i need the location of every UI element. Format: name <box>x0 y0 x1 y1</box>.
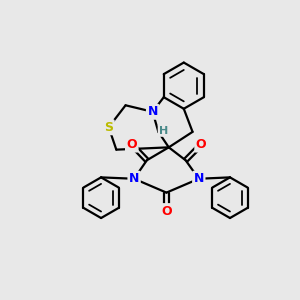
Text: O: O <box>127 138 137 151</box>
Text: H: H <box>159 126 168 136</box>
Text: O: O <box>161 205 172 218</box>
Text: N: N <box>129 172 139 185</box>
Text: S: S <box>104 121 113 134</box>
Text: N: N <box>147 105 158 118</box>
Text: N: N <box>194 172 204 185</box>
Text: O: O <box>196 138 206 151</box>
